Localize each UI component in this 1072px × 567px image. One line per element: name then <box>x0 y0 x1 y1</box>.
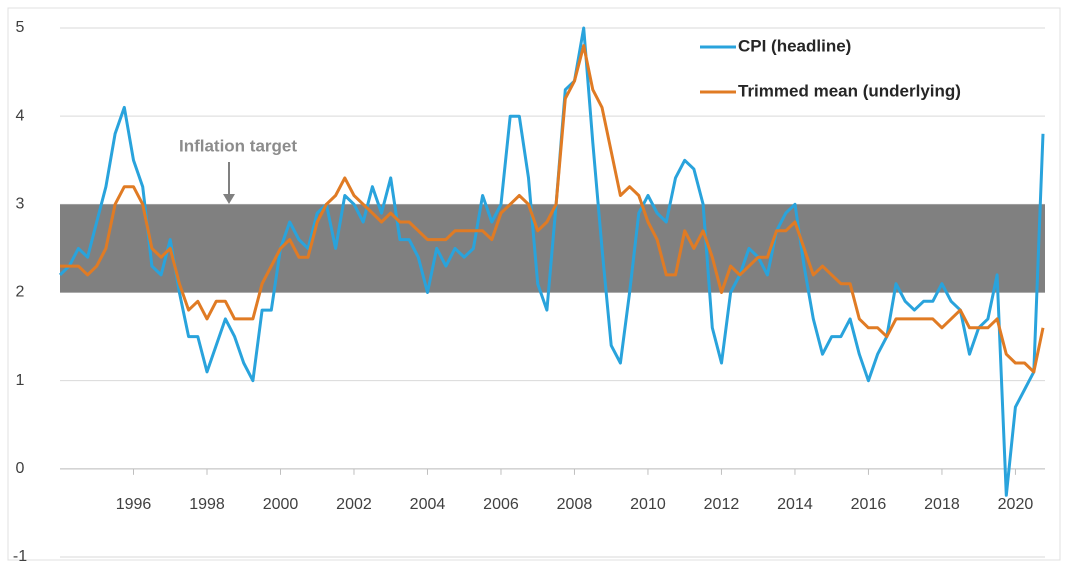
chart-frame <box>7 7 1061 561</box>
y-tick-label: 0 <box>16 460 25 477</box>
series-line <box>60 44 1045 374</box>
x-tick-label: 2014 <box>777 496 813 513</box>
x-tick-label: 2020 <box>998 496 1034 513</box>
x-tick-label: 2018 <box>924 496 960 513</box>
x-tick-label: 2004 <box>410 496 446 513</box>
y-tick-label: 1 <box>16 372 25 389</box>
annotation-arrowhead <box>223 194 235 204</box>
x-tick-label: 1998 <box>189 496 225 513</box>
x-tick-label: 2000 <box>263 496 299 513</box>
y-tick-label: -1 <box>13 548 27 565</box>
legend-label: Trimmed mean (underlying) <box>738 81 961 100</box>
x-tick-label: 2016 <box>851 496 887 513</box>
series-line <box>58 26 1045 497</box>
x-tick-label: 2012 <box>704 496 740 513</box>
x-tick-label: 2006 <box>483 496 519 513</box>
y-tick-label: 3 <box>16 196 25 213</box>
annotation: Inflation target <box>179 136 297 155</box>
x-tick-label: 2008 <box>557 496 593 513</box>
x-tick-label: 2010 <box>630 496 666 513</box>
x-tick-label: 1996 <box>116 496 152 513</box>
y-tick-label: 2 <box>16 284 25 301</box>
x-tick-label: 2002 <box>336 496 372 513</box>
y-tick-label: 4 <box>16 107 25 124</box>
y-tick-label: 5 <box>16 19 25 36</box>
legend-label: CPI (headline) <box>738 36 851 55</box>
